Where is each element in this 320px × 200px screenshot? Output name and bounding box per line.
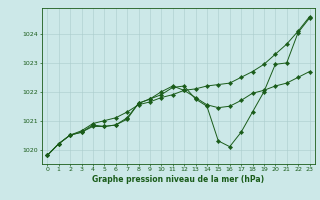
X-axis label: Graphe pression niveau de la mer (hPa): Graphe pression niveau de la mer (hPa) — [92, 175, 264, 184]
